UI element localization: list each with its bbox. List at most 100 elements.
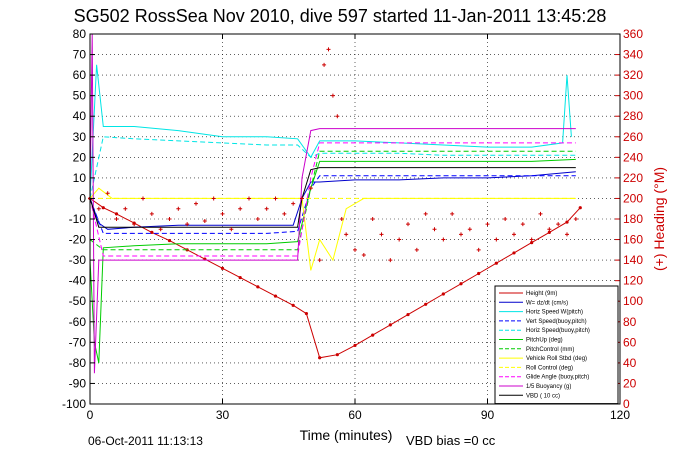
heading-point [520, 222, 525, 227]
heading-point [432, 227, 437, 232]
vbd-bias-label: VBD bias =0 cc [406, 433, 496, 448]
heading-point [308, 186, 313, 191]
heading-point [512, 232, 516, 237]
legend-label: Vehicle Roll Stbd (deg) [526, 356, 587, 362]
heading-point [467, 227, 472, 232]
y-tick-label: -60 [69, 315, 87, 329]
heading-point [339, 217, 344, 221]
y-tick-label: -30 [69, 253, 87, 267]
series-point [406, 312, 410, 317]
y-tick-label: -40 [69, 274, 87, 288]
y2-tick-label: 240 [623, 150, 643, 164]
heading-point [529, 237, 534, 242]
series-line-0 [89, 197, 581, 359]
heading-point [330, 93, 335, 98]
series-point [220, 266, 225, 270]
heading-point [291, 201, 296, 206]
series-point [291, 303, 295, 307]
heading-point [556, 222, 561, 227]
legend-label: Roll Control (deg) [526, 365, 573, 371]
legend-label: Height (9m) [526, 291, 557, 297]
x-tick-label: 60 [348, 408, 362, 422]
series-point [101, 206, 105, 210]
x-tick-label: 90 [481, 408, 495, 422]
y2-tick-label: 20 [623, 376, 637, 390]
legend-label: Horiz Speed W(pitch) [526, 310, 583, 316]
heading-point [247, 196, 251, 201]
y2-tick-label: 60 [623, 335, 637, 349]
y2-tick-label: 180 [623, 212, 643, 226]
legend-label: Vert Speed(buoy,pitch) [526, 319, 587, 325]
heading-point [273, 196, 278, 201]
heading-point [282, 211, 287, 216]
heading-point [167, 217, 172, 221]
y-tick-label: 50 [73, 89, 87, 103]
y-tick-label: -50 [69, 294, 87, 308]
heading-point [317, 258, 322, 263]
heading-point [388, 258, 393, 263]
y-tick-label: 0 [79, 191, 86, 205]
heading-point [361, 252, 366, 257]
series-line-10 [89, 33, 576, 374]
legend-label: 1/5 Buoyancy (g) [526, 384, 571, 390]
series-point [512, 251, 516, 255]
heading-point [459, 232, 463, 237]
heading-point [105, 191, 110, 196]
heading-point [194, 201, 198, 206]
y2-tick-label: 360 [623, 27, 643, 41]
y2-axis-label: (+) Heading (°M) [651, 167, 667, 271]
heading-point [211, 196, 216, 201]
x-tick-label: 0 [87, 408, 94, 422]
legend-label: PitchControl (mm) [526, 347, 574, 353]
y2-tick-label: 300 [623, 89, 643, 103]
heading-point [370, 217, 375, 221]
heading-point [114, 217, 119, 221]
heading-point [414, 247, 419, 252]
y2-tick-label: 160 [623, 233, 643, 247]
series-line-9 [89, 142, 576, 257]
y-tick-label: 80 [73, 27, 87, 41]
heading-point [96, 206, 101, 211]
chart-title: SG502 RossSea Nov 2010, dive 597 started… [74, 6, 607, 26]
heading-point [123, 206, 128, 211]
x-tick-label: 120 [610, 408, 630, 422]
axes: 0 30 60 90 120-100-90-80-70-60-50-40-30-20-1… [62, 27, 643, 422]
series-point [371, 333, 375, 337]
legend-label: VBD ( 10 cc) [526, 393, 560, 399]
series-point [530, 241, 534, 245]
series-point [441, 292, 445, 296]
y-tick-label: 30 [73, 130, 87, 144]
series-group [88, 33, 582, 374]
heading-point [149, 211, 154, 216]
heading-point [326, 47, 331, 52]
y-tick-label: -70 [69, 335, 87, 349]
y2-tick-label: 320 [623, 68, 643, 82]
heading-point [538, 211, 543, 216]
y-tick-label: 40 [73, 109, 87, 123]
series-point [565, 220, 569, 224]
series-point [335, 353, 339, 357]
y-tick-label: 60 [73, 68, 87, 82]
x-axis-label: Time (minutes) [300, 427, 393, 443]
footer-date: 06-Oct-2011 11:13:13 [88, 434, 203, 448]
x-tick-label: 30 [216, 408, 230, 422]
series-point [353, 343, 357, 348]
legend-label: PitchUp (deg) [526, 338, 563, 344]
series-point [256, 285, 260, 289]
y2-tick-label: 0 [623, 397, 630, 411]
y2-tick-label: 100 [623, 294, 643, 308]
legend-label: Horiz Speed(buoy,pitch) [526, 328, 590, 334]
y2-tick-label: 340 [623, 48, 643, 62]
heading-point [573, 217, 578, 221]
y2-tick-label: 260 [623, 130, 643, 144]
y-tick-label: -80 [69, 356, 87, 370]
series-point [388, 323, 392, 327]
heading-point [335, 114, 340, 119]
series-point [114, 212, 119, 216]
y-tick-label: 70 [73, 48, 87, 62]
legend: Height (9m) W= dz/dt (cm/s) Horiz Speed W(… [494, 285, 619, 405]
y2-tick-label: 280 [623, 109, 643, 123]
y2-tick-label: 220 [623, 171, 643, 185]
series-line-4 [89, 136, 576, 199]
y-tick-label: -90 [69, 376, 87, 390]
